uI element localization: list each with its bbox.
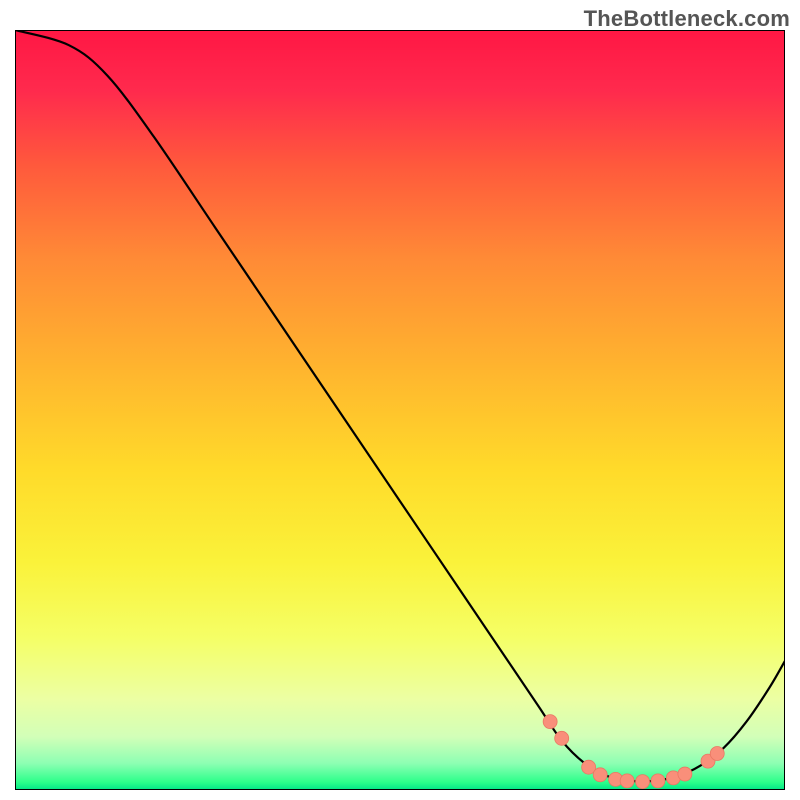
bottleneck-curve: [15, 30, 785, 781]
curve-marker: [636, 775, 650, 789]
bottleneck-chart: TheBottleneck.com: [0, 0, 800, 800]
curve-marker: [555, 731, 569, 745]
curve-marker: [651, 774, 665, 788]
curve-marker: [593, 768, 607, 782]
curve-marker: [710, 747, 724, 761]
curve-marker: [678, 767, 692, 781]
curve-marker: [620, 774, 634, 788]
curve-layer: [15, 30, 785, 790]
plot-area: [15, 30, 785, 790]
curve-marker: [543, 715, 557, 729]
watermark-text: TheBottleneck.com: [584, 6, 790, 32]
